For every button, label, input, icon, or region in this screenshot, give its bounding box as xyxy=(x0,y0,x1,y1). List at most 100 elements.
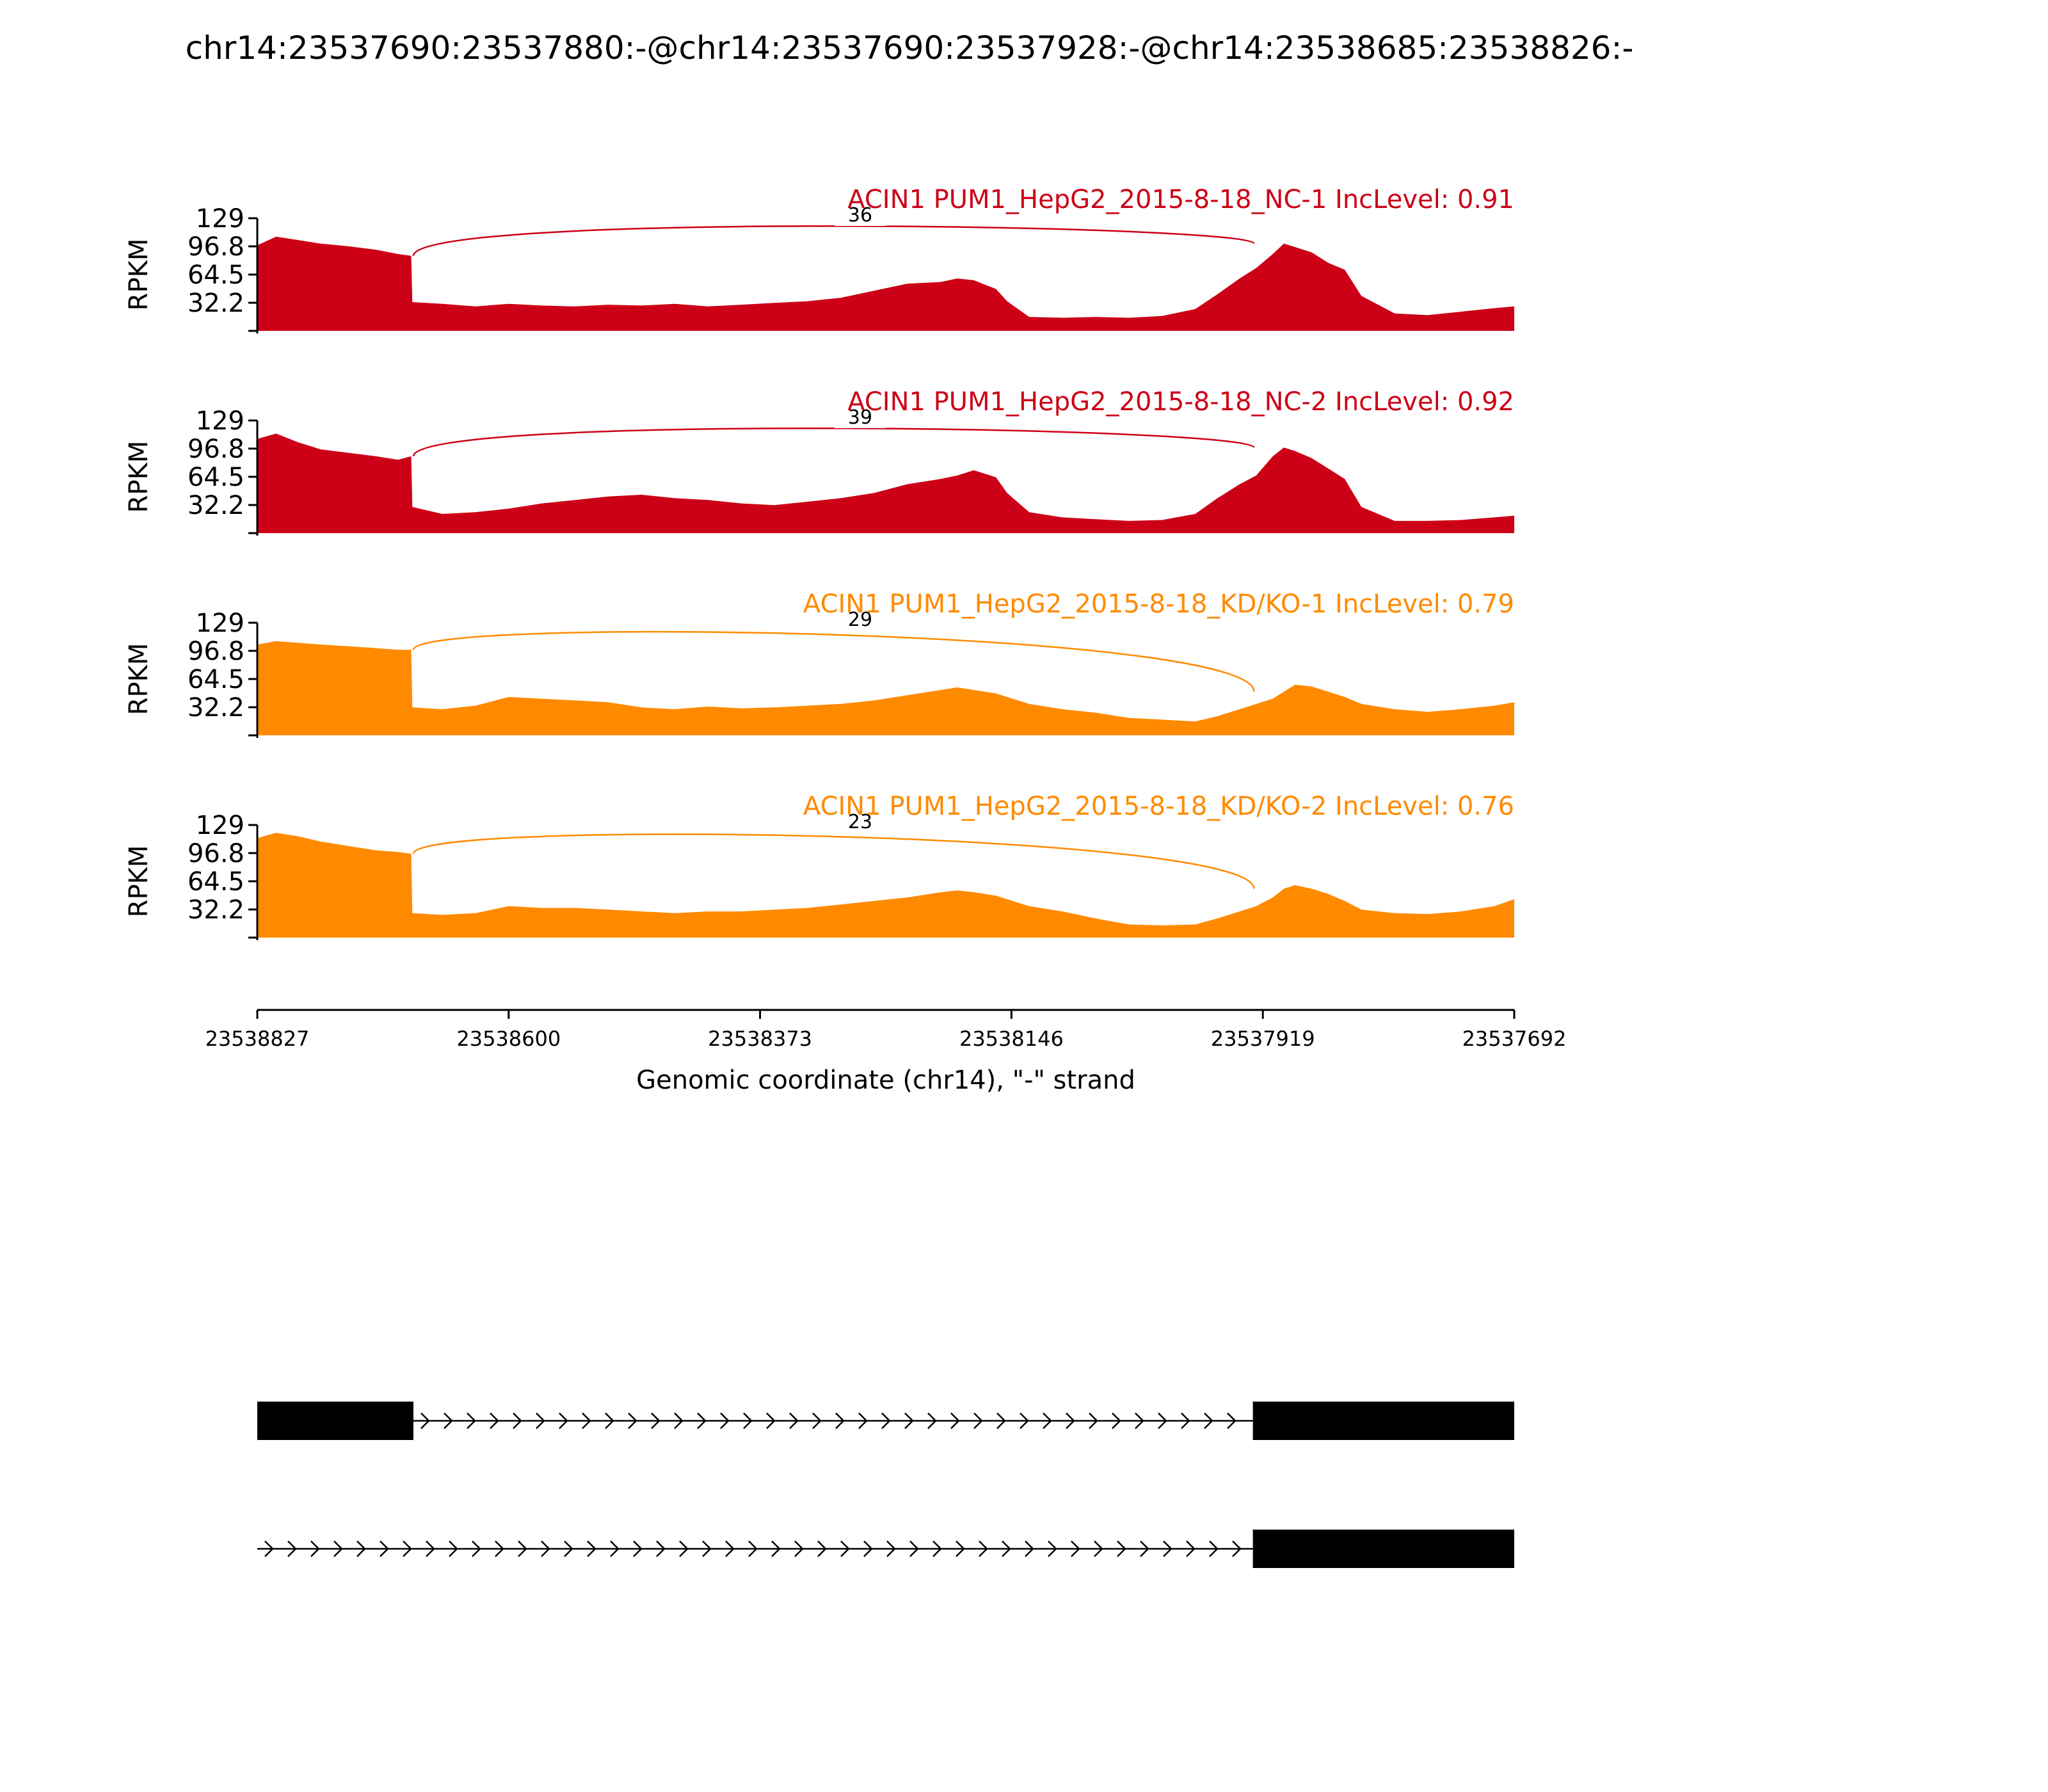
x-axis: Genomic coordinate (chr14), "-" strand 2… xyxy=(205,1009,1566,1095)
strand-arrow xyxy=(628,1412,637,1429)
junction-count-bg xyxy=(835,204,886,226)
strand-arrow xyxy=(518,1540,527,1557)
strand-arrow xyxy=(932,1540,942,1557)
strand-arrow xyxy=(444,1412,453,1429)
strand-arrow xyxy=(356,1540,366,1557)
gene-models xyxy=(257,1402,1514,1568)
x-tick-label: 23538146 xyxy=(959,1027,1064,1051)
y-axis-label: RPKM xyxy=(124,845,154,918)
y-tick-label: 32.2 xyxy=(188,491,244,520)
x-tick-label: 23537919 xyxy=(1211,1027,1315,1051)
y-tick-label: 96.8 xyxy=(188,839,244,868)
strand-arrow xyxy=(656,1540,666,1557)
strand-arrow xyxy=(1071,1540,1080,1557)
y-tick-label: 129 xyxy=(196,811,244,840)
strand-arrow xyxy=(1135,1412,1144,1429)
strand-arrow xyxy=(1181,1412,1190,1429)
strand-arrow xyxy=(610,1540,620,1557)
strand-arrow xyxy=(541,1540,550,1557)
exon xyxy=(257,1402,413,1440)
junction-count-bg xyxy=(835,406,886,428)
sample-label: ACIN1 PUM1_HepG2_2015-8-18_NC-2 IncLevel… xyxy=(847,387,1514,417)
y-tick-label: 64.5 xyxy=(188,463,244,492)
strand-arrow xyxy=(651,1412,660,1429)
y-tick-label: 96.8 xyxy=(188,435,244,464)
y-tick-label: 32.2 xyxy=(188,289,244,318)
strand-arrow xyxy=(333,1540,343,1557)
strand-arrow xyxy=(679,1540,689,1557)
strand-arrow xyxy=(1158,1412,1167,1429)
y-tick-label: 32.2 xyxy=(188,895,244,925)
strand-arrow xyxy=(1025,1540,1034,1557)
strand-arrow xyxy=(927,1412,937,1429)
junction-count: 36 xyxy=(848,204,872,227)
strand-arrow xyxy=(720,1412,730,1429)
y-tick-label: 129 xyxy=(196,406,244,436)
x-tick-label: 23538600 xyxy=(456,1027,561,1051)
strand-arrow xyxy=(1186,1540,1196,1557)
strand-arrow xyxy=(996,1412,1006,1429)
strand-arrow xyxy=(420,1412,430,1429)
strand-arrow xyxy=(840,1540,850,1557)
strand-arrow xyxy=(1140,1540,1149,1557)
strand-arrow xyxy=(771,1540,781,1557)
junction-arc xyxy=(412,630,1255,692)
strand-arrow xyxy=(1094,1540,1103,1557)
coverage-area xyxy=(257,641,1514,735)
strand-arrow xyxy=(1043,1412,1052,1429)
y-tick-label: 129 xyxy=(196,204,244,234)
strand-arrow xyxy=(1209,1540,1219,1557)
x-tick-label: 23538827 xyxy=(205,1027,310,1051)
strand-arrow xyxy=(812,1412,822,1429)
junction-count: 39 xyxy=(848,406,872,429)
sample-label: ACIN1 PUM1_HepG2_2015-8-18_NC-1 IncLevel… xyxy=(847,185,1514,214)
y-tick-label: 32.2 xyxy=(188,693,244,723)
exon xyxy=(1252,1402,1514,1440)
gene-model-1 xyxy=(257,1402,1514,1440)
strand-arrow xyxy=(835,1412,845,1429)
coverage-area xyxy=(257,433,1514,533)
strand-arrow xyxy=(403,1540,412,1557)
strand-arrow xyxy=(979,1540,988,1557)
junction-count: 23 xyxy=(848,811,872,833)
strand-arrow xyxy=(748,1540,758,1557)
strand-arrow xyxy=(725,1540,735,1557)
x-tick-label: 23538373 xyxy=(708,1027,812,1051)
strand-arrow xyxy=(1227,1412,1236,1429)
strand-arrow xyxy=(1204,1412,1213,1429)
strand-arrow xyxy=(909,1540,919,1557)
strand-arrow xyxy=(886,1540,896,1557)
strand-arrow xyxy=(1117,1540,1126,1557)
y-axis-label: RPKM xyxy=(124,239,154,311)
gene-model-2 xyxy=(257,1530,1514,1568)
strand-arrow xyxy=(956,1540,965,1557)
strand-arrow xyxy=(1066,1412,1075,1429)
strand-arrow xyxy=(904,1412,914,1429)
strand-arrow xyxy=(743,1412,753,1429)
y-tick-label: 96.8 xyxy=(188,637,244,666)
strand-arrow xyxy=(633,1540,643,1557)
y-axis-label: RPKM xyxy=(124,643,154,716)
strand-arrow xyxy=(794,1540,804,1557)
coverage-area xyxy=(257,833,1514,938)
junction-arc xyxy=(412,833,1255,889)
strand-arrow xyxy=(1232,1540,1242,1557)
strand-arrow xyxy=(973,1412,983,1429)
strand-arrow xyxy=(513,1412,522,1429)
strand-arrow xyxy=(426,1540,435,1557)
figure-title: chr14:23537690:23537880:-@chr14:23537690… xyxy=(186,29,1634,67)
strand-arrow xyxy=(858,1412,868,1429)
strand-arrow xyxy=(380,1540,389,1557)
y-tick-label: 64.5 xyxy=(188,665,244,694)
junction-arc xyxy=(412,428,1255,457)
sample-label: ACIN1 PUM1_HepG2_2015-8-18_KD/KO-2 IncLe… xyxy=(803,792,1514,821)
strand-arrow xyxy=(559,1412,568,1429)
strand-arrow xyxy=(863,1540,873,1557)
strand-arrow xyxy=(881,1412,891,1429)
y-tick-label: 64.5 xyxy=(188,867,244,897)
